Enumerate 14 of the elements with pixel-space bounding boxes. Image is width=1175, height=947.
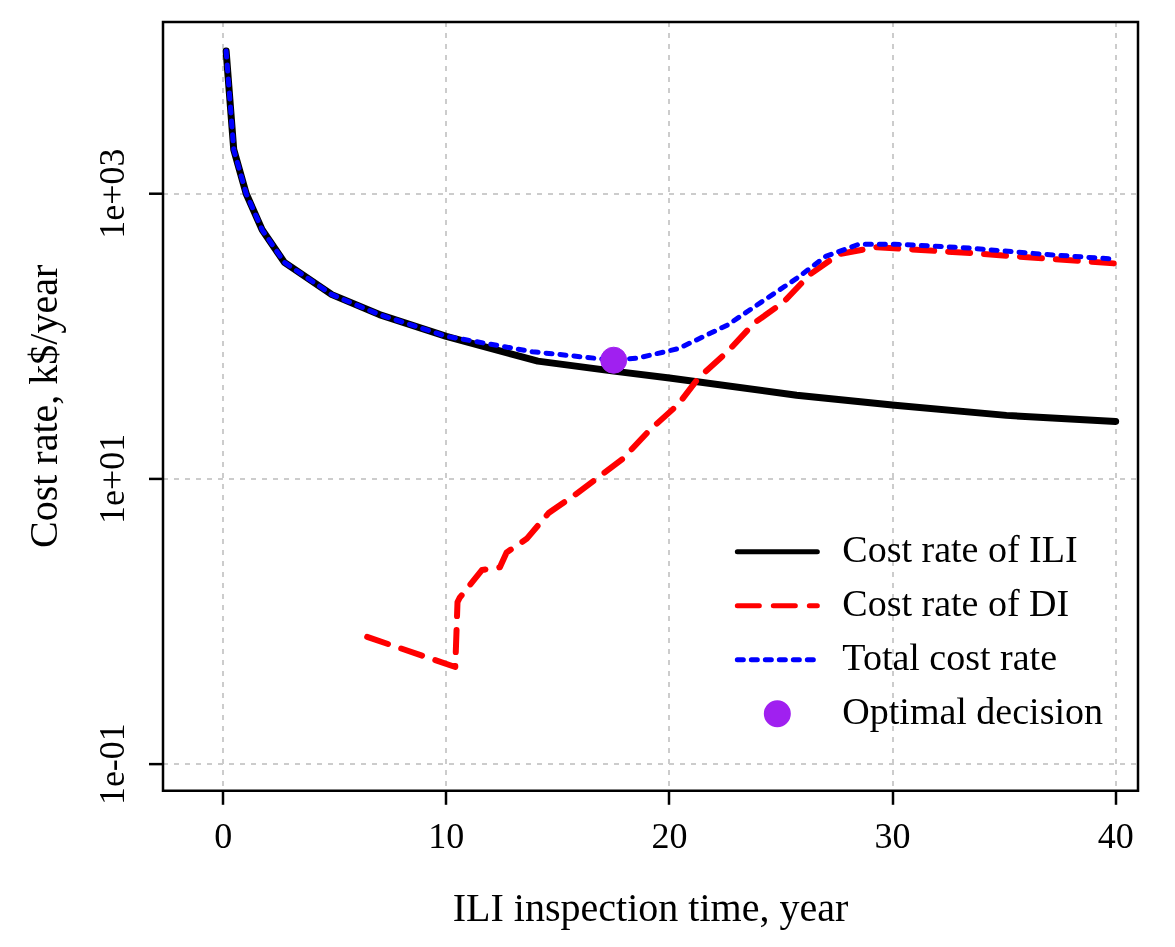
x-axis-title: ILI inspection time, year <box>452 884 849 930</box>
legend-label: Total cost rate <box>842 635 1058 678</box>
x-tick-label: 10 <box>428 815 465 856</box>
y-tick-label: 1e-01 <box>92 723 133 806</box>
x-tick-label: 40 <box>1097 815 1134 856</box>
y-axis-title: Cost rate, k$/year <box>20 264 66 549</box>
legend-label: Optimal decision <box>842 689 1104 732</box>
x-tick-label: 20 <box>651 815 688 856</box>
y-tick-label: 1e+03 <box>92 148 133 239</box>
y-tick-label: 1e+01 <box>92 433 133 525</box>
legend-label: Cost rate of DI <box>842 581 1070 624</box>
x-tick-label: 30 <box>874 815 911 856</box>
legend-label: Cost rate of ILI <box>842 527 1078 570</box>
x-tick-label: 0 <box>214 815 233 856</box>
